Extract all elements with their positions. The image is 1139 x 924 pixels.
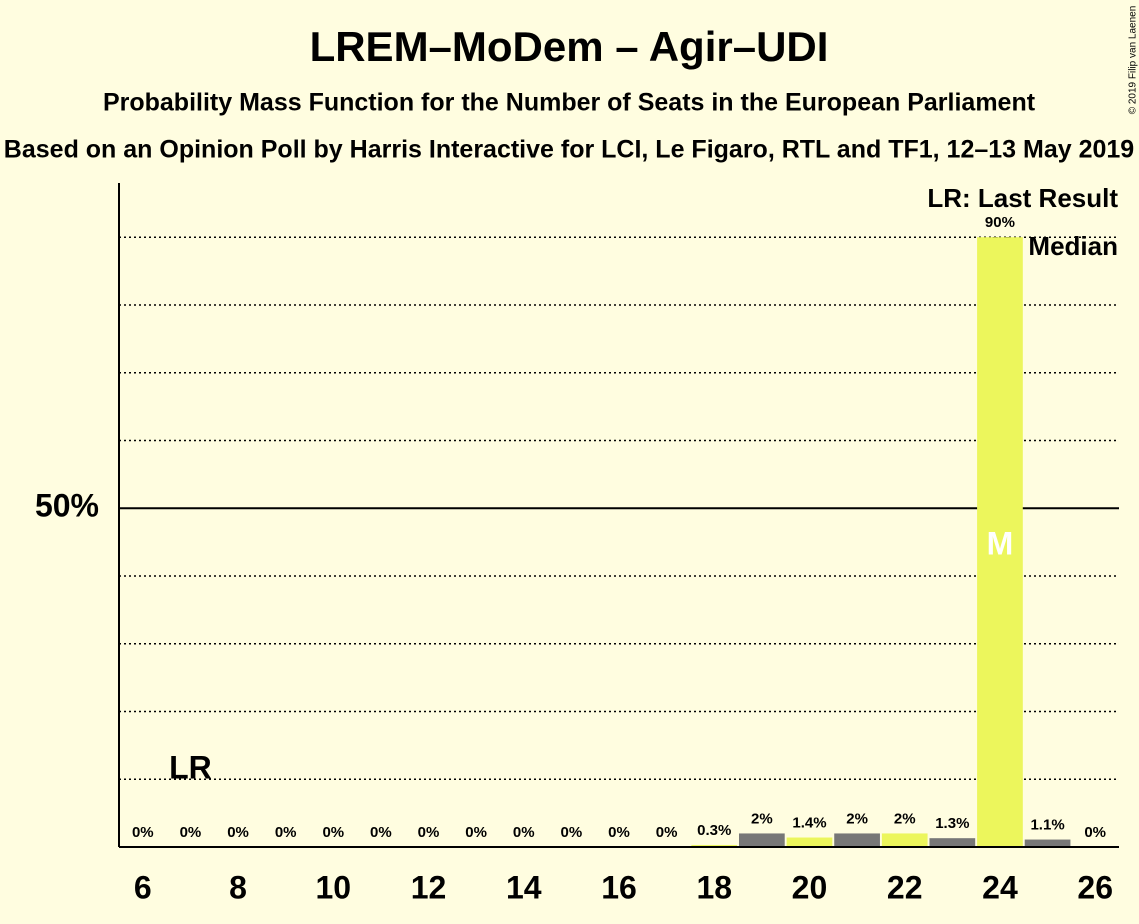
value-label: 0% <box>275 824 297 841</box>
bar <box>739 833 785 847</box>
value-label: 2% <box>894 810 916 827</box>
value-label: 0% <box>608 824 630 841</box>
value-label: 0.3% <box>697 822 731 839</box>
value-label: 0% <box>322 824 344 841</box>
x-tick-label: 6 <box>134 869 152 905</box>
value-label: 0% <box>513 824 535 841</box>
value-label: 0% <box>1084 824 1106 841</box>
last-result-marker: LR <box>169 749 212 785</box>
value-label: 0% <box>180 824 202 841</box>
chart-subtitle: Based on an Opinion Poll by Harris Inter… <box>4 136 1134 164</box>
value-label: 2% <box>846 810 868 827</box>
bar <box>786 837 833 847</box>
x-tick-label: 20 <box>792 869 828 905</box>
y-tick-label: 50% <box>35 488 99 524</box>
x-tick-label: 18 <box>696 869 732 905</box>
bar <box>977 237 1023 847</box>
x-tick-label: 22 <box>887 869 923 905</box>
copyright: © 2019 Filip van Laenen <box>1128 6 1139 115</box>
x-tick-label: 14 <box>506 869 542 905</box>
bar <box>1024 839 1071 847</box>
value-label: 0% <box>132 824 154 841</box>
bar <box>834 833 880 847</box>
legend-entry: LR: Last Result <box>927 183 1118 213</box>
value-label: 2% <box>751 810 773 827</box>
x-tick-label: 8 <box>229 869 247 905</box>
chart-subtitle: Probability Mass Function for the Number… <box>103 89 1036 117</box>
value-label: 0% <box>370 824 392 841</box>
bar <box>691 844 738 847</box>
value-label: 0% <box>561 824 583 841</box>
value-label: 1.4% <box>792 814 826 831</box>
value-label: 1.1% <box>1030 817 1064 834</box>
bar <box>929 838 976 847</box>
x-tick-label: 10 <box>315 869 351 905</box>
value-label: 0% <box>656 824 678 841</box>
bar <box>881 833 928 847</box>
value-label: 0% <box>227 824 249 841</box>
median-marker: M <box>987 525 1014 561</box>
value-label: 1.3% <box>935 815 969 832</box>
x-tick-label: 24 <box>982 869 1018 905</box>
x-tick-label: 26 <box>1077 869 1113 905</box>
x-tick-label: 12 <box>411 869 447 905</box>
value-label: 90% <box>985 214 1015 231</box>
value-label: 0% <box>465 824 487 841</box>
value-label: 0% <box>418 824 440 841</box>
chart-title: LREM–MoDem – Agir–UDI <box>310 23 829 70</box>
x-tick-label: 16 <box>601 869 637 905</box>
